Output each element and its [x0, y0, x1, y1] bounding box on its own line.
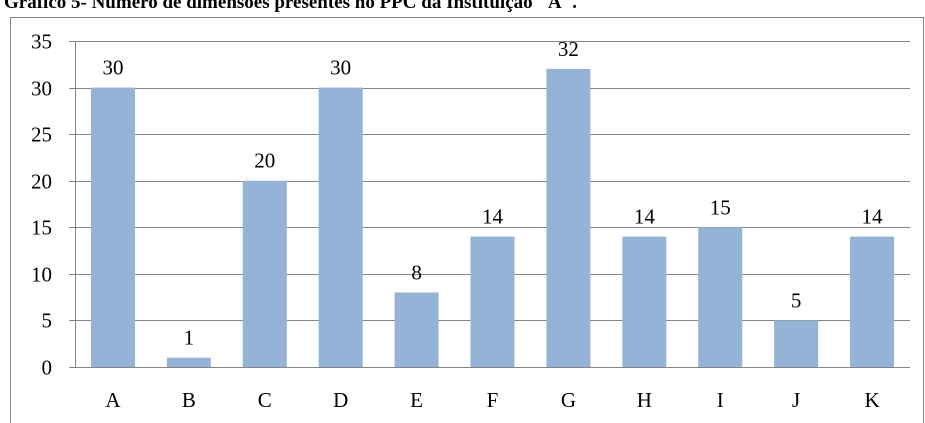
- data-label-H: 14: [634, 205, 656, 229]
- bar-H: [622, 236, 667, 367]
- x-tick-label-K: K: [864, 388, 879, 412]
- x-tick-label-E: E: [410, 388, 423, 412]
- y-tick-label-20: 20: [31, 170, 52, 194]
- chart-frame: [10, 17, 924, 423]
- y-tick-label-5: 5: [42, 309, 53, 333]
- x-tick-label-C: C: [258, 388, 272, 412]
- bar-A: [90, 87, 135, 368]
- x-tick-label-J: J: [792, 388, 800, 412]
- data-label-D: 30: [330, 56, 351, 80]
- y-tick-label-30: 30: [31, 77, 52, 101]
- y-tick-label-10: 10: [31, 263, 52, 287]
- y-tick-label-15: 15: [31, 216, 52, 240]
- data-label-I: 15: [710, 195, 731, 219]
- data-label-B: 1: [184, 326, 195, 350]
- bar-E: [394, 292, 439, 367]
- bar-B: [166, 357, 211, 367]
- x-tick-label-A: A: [105, 388, 121, 412]
- x-tick-label-I: I: [717, 388, 724, 412]
- data-label-G: 32: [558, 37, 579, 61]
- bar-F: [470, 236, 515, 367]
- chart-title: Gráfico 5- Número de dimensões presentes…: [4, 0, 577, 13]
- bar-C: [242, 180, 287, 367]
- x-tick-label-G: G: [561, 388, 576, 412]
- x-tick-label-F: F: [487, 388, 499, 412]
- y-tick-label-25: 25: [31, 123, 52, 147]
- y-tick-label-35: 35: [31, 30, 52, 54]
- y-tick-label-0: 0: [42, 356, 53, 380]
- data-label-F: 14: [482, 205, 504, 229]
- bar-G: [546, 68, 591, 367]
- x-tick-label-B: B: [182, 388, 196, 412]
- bar-D: [318, 87, 363, 368]
- data-label-A: 30: [102, 56, 123, 80]
- data-label-E: 8: [411, 260, 422, 284]
- x-tick-label-H: H: [637, 388, 652, 412]
- data-label-J: 5: [791, 288, 802, 312]
- bar-I: [698, 227, 743, 367]
- data-label-K: 14: [862, 205, 884, 229]
- bar-J: [774, 320, 819, 367]
- x-tick-label-D: D: [333, 388, 348, 412]
- data-label-C: 20: [254, 149, 275, 173]
- bar-K: [850, 236, 895, 367]
